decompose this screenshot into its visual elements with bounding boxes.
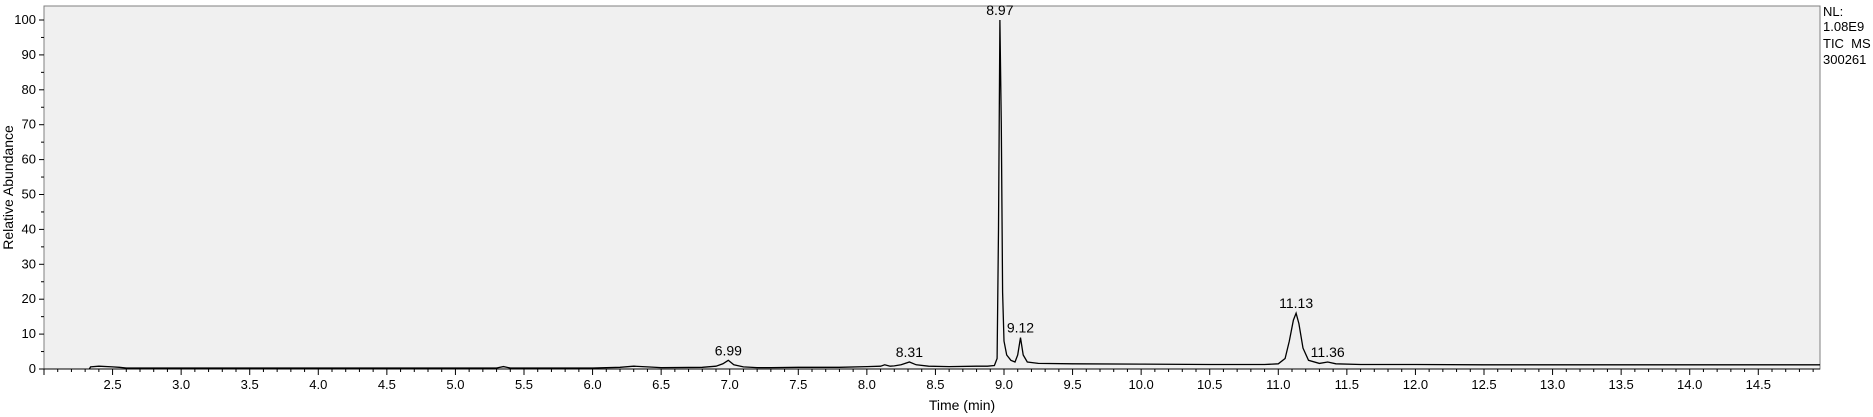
y-tick-label: 70: [22, 117, 36, 132]
peak-label: 11.36: [1311, 344, 1345, 360]
tic-trace: [88, 19, 1820, 370]
x-tick-label: 4.5: [378, 377, 396, 392]
y-tick-label: 90: [22, 47, 36, 62]
sample-label: 300261: [1823, 52, 1866, 67]
y-tick-label: 100: [14, 12, 36, 27]
x-tick-label: 5.0: [446, 377, 464, 392]
peak-label: 8.97: [986, 2, 1013, 18]
x-tick-label: 13.5: [1608, 377, 1633, 392]
peak-labels: 6.99 8.31 8.97 9.12 11.13 11.36: [715, 2, 1345, 360]
x-tick-label: 10.0: [1128, 377, 1153, 392]
x-tick-label: 2.5: [104, 377, 122, 392]
y-tick-label: 50: [22, 187, 36, 202]
x-tick-label: 5.5: [515, 377, 533, 392]
y-tick-label: 10: [22, 326, 36, 341]
trace-label: TIC MS: [1823, 36, 1871, 51]
x-axis-title: Time (min): [929, 397, 995, 413]
x-tick-label: 8.5: [926, 377, 944, 392]
x-tick-label: 7.5: [789, 377, 807, 392]
x-tick-label: 3.5: [241, 377, 259, 392]
x-tick-label: 6.0: [584, 377, 602, 392]
x-tick-label: 12.5: [1471, 377, 1496, 392]
nl-value: 1.08E9: [1823, 19, 1864, 34]
x-tick-label: 6.5: [652, 377, 670, 392]
peak-label: 8.31: [896, 344, 923, 360]
y-tick-label: 0: [29, 361, 36, 376]
y-tick-label: 60: [22, 152, 36, 167]
nl-label: NL:: [1823, 4, 1843, 19]
x-axis: 2.5 3.0 3.5 4.0 4.5 5.0 5.5 6.0 6.5 7.0 7.5 8.0 8.5 9…: [43, 368, 1820, 392]
y-tick-label: 30: [22, 256, 36, 271]
y-tick-label: 40: [22, 221, 36, 236]
x-tick-label: 13.0: [1540, 377, 1565, 392]
x-tick-label: 9.0: [995, 377, 1013, 392]
x-tick-label: 11.5: [1335, 377, 1359, 392]
x-tick-label: 14.0: [1677, 377, 1702, 392]
x-tick-label: 3.0: [172, 377, 190, 392]
x-tick-label: 10.5: [1197, 377, 1222, 392]
x-tick-label: 7.0: [721, 377, 739, 392]
info-block: NL: 1.08E9 TIC MS 300261: [1823, 4, 1871, 67]
x-tick-label: 14.5: [1746, 377, 1771, 392]
y-axis: 0 10 20 30 40 50 60 70 80 90 100: [14, 12, 44, 376]
peak-label: 6.99: [715, 342, 742, 358]
plot-area: [43, 5, 1821, 370]
peak-label: 11.13: [1279, 295, 1313, 311]
y-tick-label: 20: [22, 291, 36, 306]
x-tick-label: 9.5: [1064, 377, 1082, 392]
y-axis-title: Relative Abundance: [0, 125, 16, 250]
x-tick-label: 4.0: [309, 377, 327, 392]
x-tick-label: 8.0: [858, 377, 876, 392]
x-tick-label: 12.0: [1403, 377, 1428, 392]
x-tick-label: 11.0: [1266, 377, 1290, 392]
peak-label: 9.12: [1007, 320, 1034, 336]
y-tick-label: 80: [22, 82, 36, 97]
